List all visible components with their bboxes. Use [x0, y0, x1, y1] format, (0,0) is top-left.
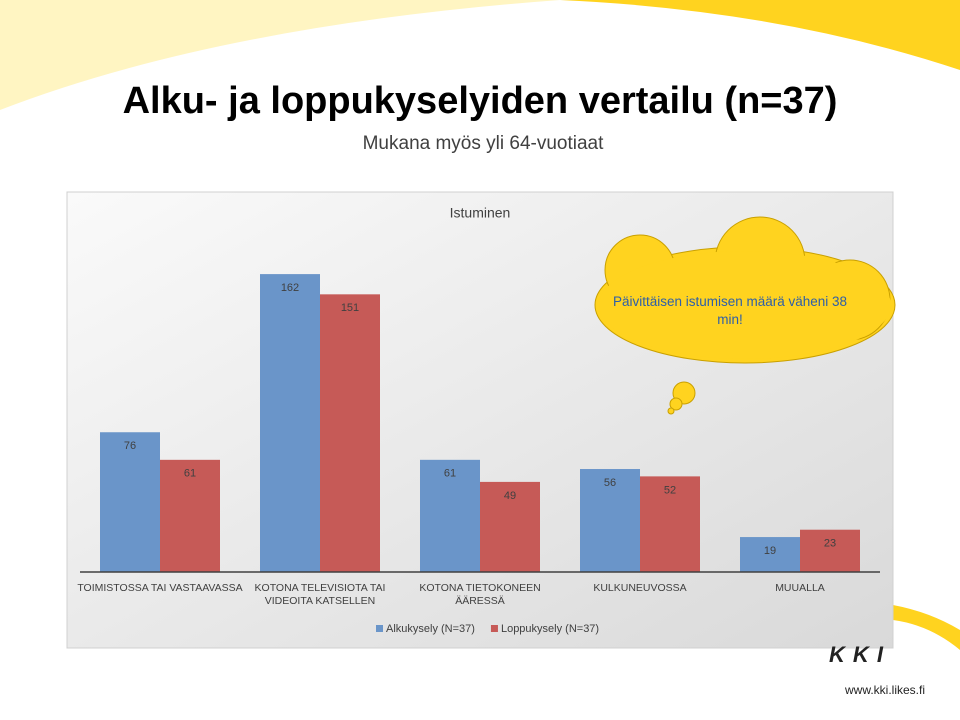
bar — [260, 274, 320, 572]
x-tick-label: KULKUNEUVOSSA — [593, 582, 687, 594]
callout-text: Päivittäisen istumisen määrä väheni 38 m… — [612, 294, 848, 327]
value-label: 162 — [281, 282, 299, 294]
legend-swatch — [376, 625, 383, 632]
bar — [740, 537, 800, 572]
value-label: 19 — [764, 545, 776, 557]
slide-subtitle: Mukana myös yli 64-vuotiaat — [363, 133, 604, 154]
x-tick-label: KOTONA TELEVISIOTA TAI VIDEOITA KATSELLE… — [254, 582, 386, 607]
callout — [594, 216, 896, 415]
x-tick-label: KOTONA TIETOKONEEN ÄÄRESSÄ — [419, 582, 541, 607]
bar — [320, 294, 380, 572]
bar — [800, 529, 860, 572]
side-swoosh — [893, 605, 960, 650]
chart-title: Istuminen — [450, 205, 511, 221]
value-label: 61 — [444, 468, 456, 480]
value-label: 61 — [184, 468, 196, 480]
value-label: 56 — [604, 477, 616, 489]
website: www.kki.likes.fi — [844, 683, 925, 697]
bar — [480, 481, 540, 572]
legend-swatch — [490, 625, 498, 632]
x-tick-label: TOIMISTOSSA TAI VASTAAVASSA — [77, 582, 243, 594]
bar — [100, 432, 160, 572]
value-label: 52 — [664, 484, 676, 496]
bar — [580, 469, 640, 572]
value-label: 23 — [824, 538, 836, 550]
value-label: 49 — [504, 490, 516, 502]
value-label: 76 — [124, 440, 136, 452]
legend-label: Loppukysely (N=37) — [501, 623, 599, 635]
value-label: 151 — [341, 302, 359, 314]
x-tick-label: MUUALLA — [775, 582, 825, 594]
legend-label: Alkukysely (N=37) — [386, 623, 475, 635]
top-swoosh-light — [0, 0, 560, 110]
top-swoosh — [560, 0, 960, 70]
bar — [420, 459, 480, 572]
slide-title: Alku- ja loppukyselyiden vertailu (n=37) — [123, 80, 838, 122]
bar — [160, 459, 220, 572]
logo: KKI — [829, 642, 891, 667]
bar — [640, 476, 700, 572]
